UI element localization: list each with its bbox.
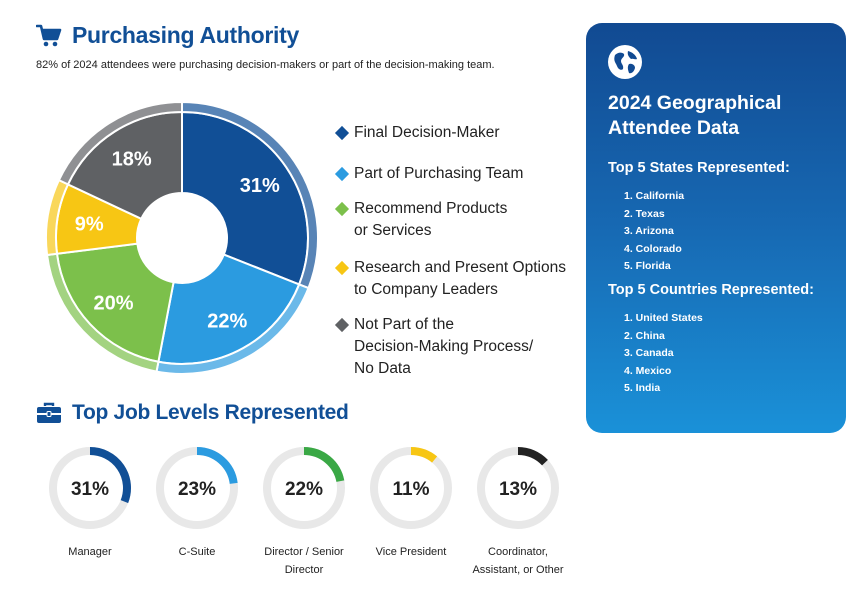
legend-label: Final Decision-Maker bbox=[354, 124, 500, 141]
geo-card: 2024 Geographical Attendee Data Top 5 St… bbox=[586, 23, 846, 433]
legend-swatch-diamond bbox=[334, 125, 350, 141]
legend-swatch-diamond bbox=[334, 166, 350, 182]
legend-swatch-diamond bbox=[334, 260, 350, 276]
donut-value: 13% bbox=[499, 479, 537, 500]
legend-label: Recommend Products or Services bbox=[354, 200, 508, 239]
pie-center-hole bbox=[137, 193, 227, 283]
donut-arc bbox=[410, 447, 438, 463]
state-item: 4. Colorado bbox=[624, 242, 682, 255]
legend-item-research: Research and Present Options to Company … bbox=[334, 257, 566, 301]
geo-title: 2024 Geographical Attendee Data bbox=[608, 92, 782, 139]
legend-item-not-part: Not Part of the Decision-Making Process/… bbox=[334, 314, 534, 380]
donut-arc bbox=[303, 447, 345, 483]
legend-label: Not Part of the Decision-Making Process/… bbox=[354, 316, 534, 377]
state-item: 2. Texas bbox=[624, 207, 665, 220]
job-levels-title: Top Job Levels Represented bbox=[72, 401, 349, 424]
donut-arc bbox=[196, 447, 238, 485]
donut-label-coordinator: Coordinator, Assistant, or Other bbox=[472, 546, 564, 576]
state-item: 1. California bbox=[624, 190, 685, 202]
pie-data-label: 22% bbox=[207, 310, 247, 332]
purchasing-header: Purchasing Authority bbox=[36, 22, 299, 49]
donut-vice-president: 11% bbox=[370, 447, 452, 529]
state-item: 5. Florida bbox=[624, 260, 671, 272]
countries-list: 1. United States 2. China 3. Canada 4. M… bbox=[624, 310, 703, 398]
legend-item-final-decision-maker: Final Decision-Maker bbox=[334, 122, 500, 144]
pie-slice-rim-not-part-of-the-decision-making-process-no-data bbox=[57, 100, 183, 186]
legend-swatch-diamond bbox=[334, 201, 350, 217]
country-item: 1. United States bbox=[624, 312, 703, 324]
pie-data-label: 9% bbox=[75, 213, 104, 235]
donut-arc bbox=[517, 447, 548, 466]
donut-manager: 31% bbox=[49, 447, 131, 529]
briefcase-icon bbox=[37, 402, 61, 423]
donut-value: 22% bbox=[285, 479, 323, 500]
donut-value: 31% bbox=[71, 479, 109, 500]
state-item: 3. Arizona bbox=[624, 225, 674, 237]
donut-label-c-suite: C-Suite bbox=[178, 546, 216, 558]
states-list: 1. California 2. Texas 3. Arizona 4. Col… bbox=[624, 188, 684, 276]
country-item: 3. Canada bbox=[624, 347, 674, 359]
pie-data-label: 31% bbox=[240, 175, 280, 197]
country-item: 2. China bbox=[624, 329, 665, 342]
legend-item-purchasing-team: Part of Purchasing Team bbox=[334, 163, 524, 185]
donut-c-suite: 23% bbox=[156, 447, 238, 529]
legend-label: Research and Present Options to Company … bbox=[354, 259, 566, 298]
donut-value: 23% bbox=[178, 479, 216, 500]
legend-item-recommend: Recommend Products or Services bbox=[334, 198, 508, 242]
donut-label-director: Director / Senior Director bbox=[264, 546, 344, 576]
donut-arc bbox=[89, 447, 131, 504]
donut-director: 22% bbox=[263, 447, 345, 529]
countries-heading: Top 5 Countries Represented: bbox=[608, 282, 814, 298]
purchasing-pie-chart: 31% 22% 20% 9% 18% bbox=[40, 96, 324, 380]
donut-value: 11% bbox=[393, 479, 430, 500]
country-item: 4. Mexico bbox=[624, 364, 672, 377]
legend-label: Part of Purchasing Team bbox=[354, 165, 524, 182]
donut-coordinator: 13% bbox=[477, 447, 559, 529]
country-item: 5. India bbox=[624, 382, 661, 394]
globe-icon bbox=[608, 45, 642, 79]
shopping-cart-icon bbox=[36, 24, 62, 46]
donut-label-vice-president: Vice President bbox=[375, 546, 447, 558]
job-levels-header: Top Job Levels Represented bbox=[36, 401, 349, 425]
donut-label-manager: Manager bbox=[68, 546, 112, 558]
pie-data-label: 20% bbox=[93, 292, 133, 314]
purchasing-title: Purchasing Authority bbox=[72, 22, 299, 48]
pie-data-label: 18% bbox=[112, 149, 152, 171]
purchasing-subtitle: 82% of 2024 attendees were purchasing de… bbox=[36, 59, 495, 71]
legend-swatch-diamond bbox=[334, 317, 350, 333]
states-heading: Top 5 States Represented: bbox=[608, 160, 790, 176]
